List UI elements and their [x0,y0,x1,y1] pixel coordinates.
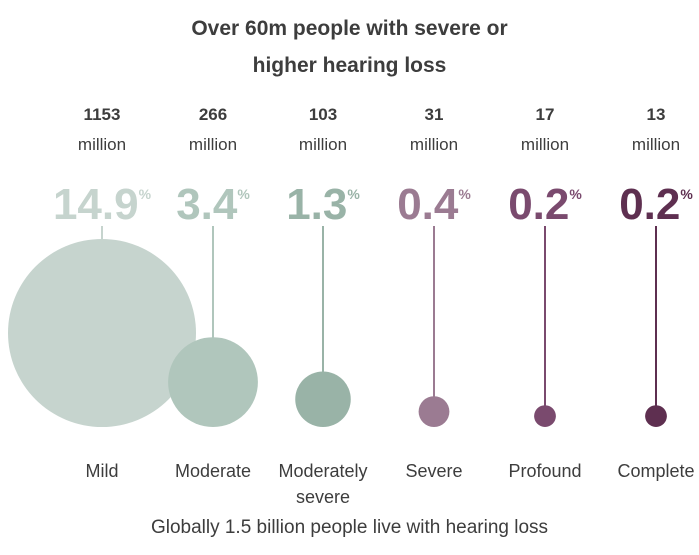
bubble-moderate [168,337,258,427]
percent-value-moderately-severe: 1.3 [286,180,347,229]
count-mild: 1153 [84,105,121,124]
percent-value-mild: 14.9 [53,180,139,229]
percent-value-complete: 0.2 [619,180,680,229]
percent-value-profound: 0.2 [508,180,569,229]
percent-value-moderate: 3.4 [176,180,238,229]
percent-sign-moderate: % [237,186,250,202]
percent-sign-mild: % [139,186,152,202]
hearing-loss-bubble-chart: 1153 million 14.9% Mild 266 million 3.4% Modera… [8,105,695,507]
count-unit-severe: million [410,135,458,154]
chart-footnote: Globally 1.5 billion people live with he… [150,517,549,538]
count-unit-moderate: million [189,135,237,154]
bubble-mild [8,239,196,427]
count-profound: 17 [536,105,555,124]
count-unit-moderately-severe: million [299,135,347,154]
category-label-moderately-severe-line-2: severe [296,487,350,507]
percent-value-severe: 0.4 [397,180,459,229]
bubble-severe [418,396,450,428]
percent-moderately-severe: 1.3% [286,180,360,229]
chart-title-line-1: Over 60m people with severe or [191,17,508,40]
category-label-complete: Complete [617,461,694,481]
count-unit-complete: million [632,135,680,154]
chart-title: Over 60m people with severe or higher he… [0,10,699,84]
count-complete: 13 [647,105,666,124]
category-label-moderate: Moderate [175,461,251,481]
bubble-complete [645,405,667,428]
percent-sign-profound: % [569,186,582,202]
percent-mild: 14.9% [53,180,152,229]
count-unit-mild: million [78,135,126,154]
category-label-moderately-severe-line-1: Moderately [278,461,367,481]
count-moderately-severe: 103 [309,105,337,124]
percent-severe: 0.4% [397,180,471,229]
count-moderate: 266 [199,105,227,124]
percent-complete: 0.2% [619,180,693,229]
bubble-profound [534,405,556,428]
percent-profound: 0.2% [508,180,582,229]
category-label-severe: Severe [405,461,462,481]
count-severe: 31 [425,105,444,124]
percent-moderate: 3.4% [176,180,250,229]
chart-title-line-2: higher hearing loss [252,54,447,77]
count-unit-profound: million [521,135,569,154]
category-label-mild: Mild [85,461,118,481]
percent-sign-complete: % [680,186,693,202]
percent-sign-severe: % [458,186,471,202]
category-label-profound: Profound [508,461,581,481]
percent-sign-moderately-severe: % [347,186,360,202]
bubble-moderately-severe [295,371,351,427]
